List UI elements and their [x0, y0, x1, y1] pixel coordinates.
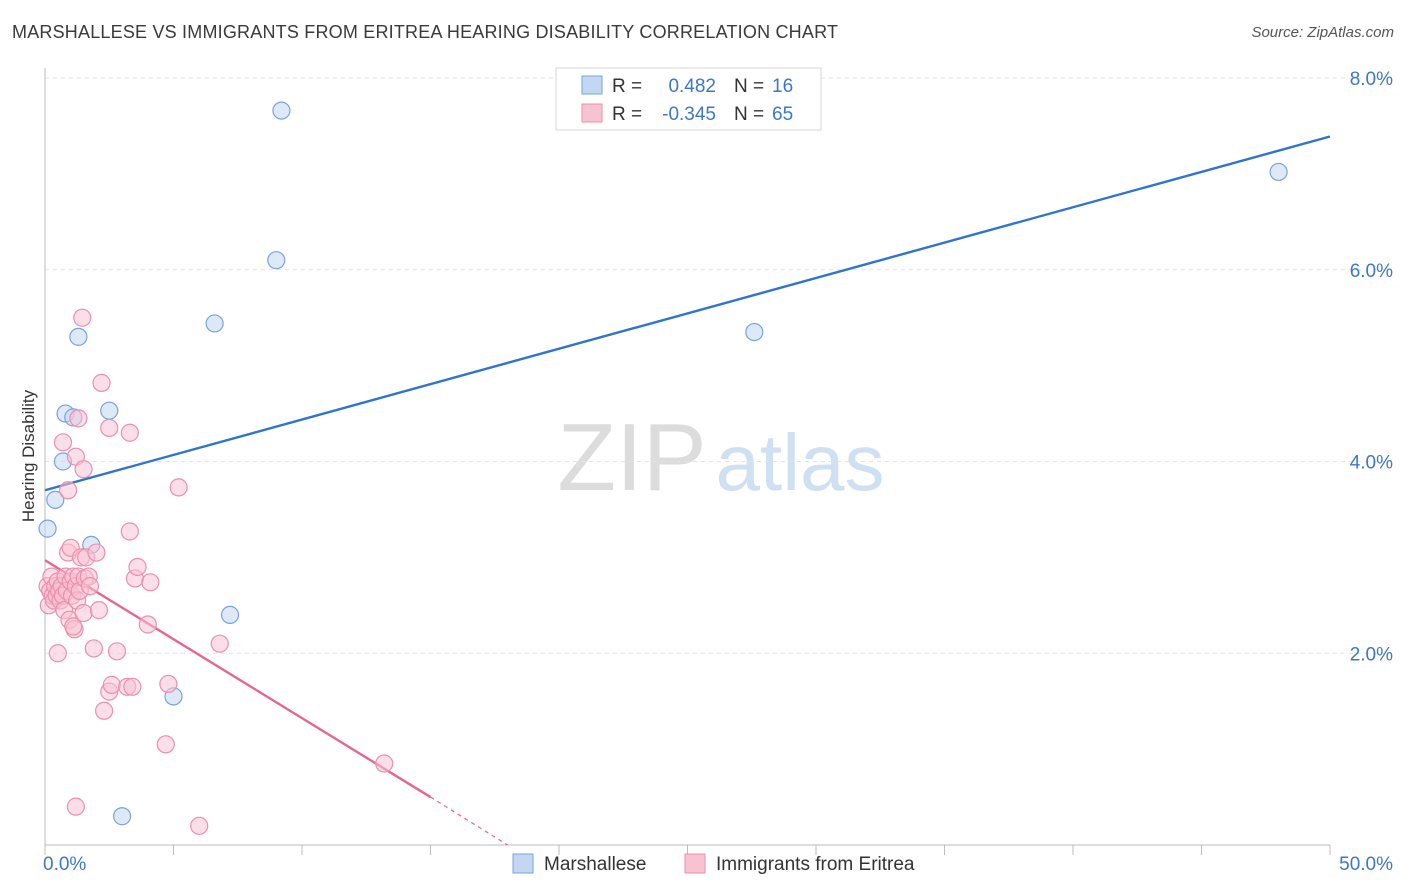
trendline-marshallese — [44, 135, 1331, 492]
point-eritrea-42 — [87, 543, 106, 562]
point-eritrea-55 — [123, 677, 142, 696]
x-tick-label-0: 0.0% — [43, 854, 86, 875]
point-marshallese-1 — [46, 490, 65, 509]
y-axis-label: Hearing Disability — [19, 389, 38, 522]
watermark: ZIP atlas — [557, 404, 884, 511]
legend-bottom-swatch-blue — [512, 853, 534, 874]
legend-bottom-label-eritrea: Immigrants from Eritrea — [716, 854, 915, 875]
trend-layer — [44, 135, 1331, 846]
legend-top-r-label-1: R = — [612, 76, 642, 97]
point-eritrea-34 — [74, 603, 93, 623]
trendline-eritrea — [44, 559, 432, 799]
y-tick-label-0: 2.0% — [1350, 644, 1393, 665]
x-tick-label-1: 50.0% — [1339, 854, 1393, 875]
point-marshallese-14 — [745, 322, 764, 342]
legend-top-swatch-pink — [581, 103, 603, 123]
legend-top-n-value-2: 65 — [772, 104, 793, 125]
point-marshallese-15 — [1269, 162, 1288, 182]
point-eritrea-60 — [169, 478, 188, 497]
y-tick-label-2: 6.0% — [1350, 261, 1393, 282]
y-tick-label-3: 8.0% — [1350, 69, 1393, 90]
point-eritrea-43 — [89, 601, 109, 620]
point-marshallese-8 — [112, 807, 132, 826]
legend-top: R = 0.482 N = 16 R = -0.345 N = 65 — [555, 67, 822, 131]
point-layer — [38, 101, 1288, 835]
point-marshallese-5 — [69, 327, 88, 346]
point-eritrea-39 — [73, 308, 92, 327]
point-eritrea-44 — [92, 373, 111, 392]
watermark-zip: ZIP — [557, 404, 706, 511]
point-eritrea-64 — [66, 797, 85, 816]
grid-layer — [45, 77, 1392, 654]
point-eritrea-28 — [59, 481, 78, 500]
legend-top-n-label-2: N = — [734, 104, 764, 125]
point-eritrea-30 — [64, 617, 83, 636]
watermark-atlas: atlas — [716, 418, 885, 507]
axis-layer — [44, 68, 1331, 855]
point-eritrea-56 — [138, 615, 157, 634]
point-eritrea-40 — [74, 460, 93, 479]
point-eritrea-61 — [190, 816, 209, 835]
point-marshallese-11 — [220, 605, 240, 625]
point-marshallese-10 — [205, 314, 224, 333]
point-eritrea-58 — [156, 735, 175, 754]
legend-top-swatch-blue — [581, 75, 603, 95]
legend-top-n-value-1: 16 — [772, 76, 793, 97]
point-eritrea-26 — [48, 644, 67, 663]
point-marshallese-7 — [100, 401, 119, 420]
point-marshallese-13 — [272, 101, 291, 120]
point-marshallese-0 — [38, 519, 57, 538]
point-eritrea-41 — [84, 639, 103, 658]
point-marshallese-12 — [267, 251, 286, 270]
point-eritrea-52 — [120, 423, 139, 442]
point-eritrea-46 — [100, 418, 119, 438]
legend-top-n-label-1: N = — [734, 76, 764, 97]
tick-label-layer: 2.0% 4.0% 6.0% 8.0% 0.0% 50.0% — [43, 69, 1393, 875]
point-eritrea-63 — [375, 754, 394, 773]
point-eritrea-48 — [102, 675, 121, 694]
point-eritrea-45 — [95, 701, 114, 720]
point-eritrea-38 — [80, 577, 100, 596]
point-eritrea-32 — [69, 409, 88, 428]
point-eritrea-51 — [120, 522, 139, 541]
trendline-eritrea-extension — [430, 796, 508, 846]
chart-source: Source: ZipAtlas.com — [1251, 24, 1394, 41]
point-eritrea-59 — [159, 674, 178, 694]
legend-top-r-label-2: R = — [612, 104, 642, 125]
point-eritrea-57 — [141, 573, 160, 592]
point-eritrea-27 — [53, 433, 73, 452]
point-eritrea-54 — [128, 557, 147, 577]
point-eritrea-62 — [210, 634, 229, 653]
legend-top-r-value-1: 0.482 — [668, 76, 716, 97]
legend-bottom-swatch-pink — [684, 853, 706, 874]
point-eritrea-49 — [107, 642, 127, 661]
legend-bottom: Marshallese Immigrants from Eritrea — [512, 853, 915, 875]
legend-bottom-label-marshallese: Marshallese — [544, 854, 646, 875]
legend-top-r-value-2: -0.345 — [662, 104, 716, 125]
chart-title: MARSHALLESE VS IMMIGRANTS FROM ERITREA H… — [12, 22, 839, 42]
y-tick-label-1: 4.0% — [1350, 453, 1393, 474]
